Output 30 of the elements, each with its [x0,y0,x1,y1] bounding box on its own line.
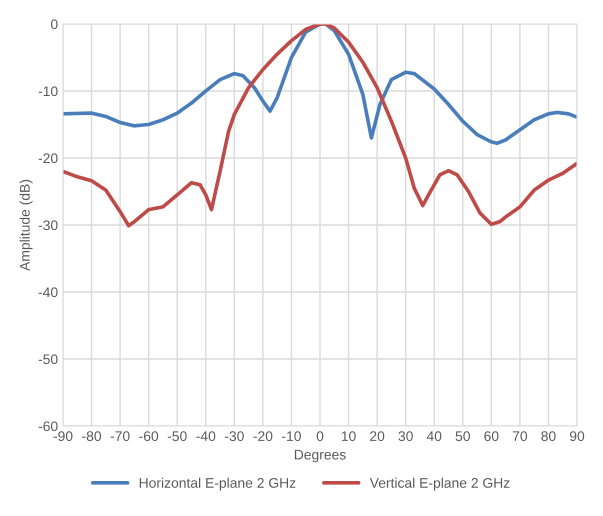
x-tick-label: -70 [110,431,130,442]
x-tick-label: 50 [456,431,470,442]
y-tick-label: 0 [50,19,58,30]
x-tick-label: 60 [484,431,499,442]
x-tick-label: -90 [54,431,72,442]
x-tick-label: -20 [253,431,272,442]
x-tick-label: 40 [426,431,442,442]
y-tick-label: -20 [38,153,58,164]
x-tick-label: -50 [168,431,187,442]
x-tick-label: 10 [342,431,356,442]
y-tick-label: -50 [38,354,58,364]
x-axis-title: Degrees [294,450,346,462]
x-tick-label: 80 [541,431,556,442]
x-tick-label: 0 [316,431,324,442]
y-tick-label: -10 [38,86,58,96]
y-tick-label: -60 [38,421,58,432]
x-tick-label: -40 [196,431,216,442]
x-tick-label: -80 [82,431,102,442]
x-tick-label: -10 [282,431,301,442]
y-tick-label: -40 [38,287,58,298]
x-tick-label: 70 [512,431,528,442]
y-axis-title: Amplitude (dB) [20,180,33,271]
x-tick-label: 90 [570,431,584,442]
y-tick-label: -30 [38,220,58,230]
legend-label: Vertical E-plane 2 GHz [370,478,510,491]
x-tick-label: -30 [224,431,244,442]
x-tick-label: -60 [139,431,158,442]
x-tick-label: 30 [398,431,413,442]
legend-label: Horizontal E-plane 2 GHz [140,478,296,491]
x-tick-label: 20 [370,431,384,442]
